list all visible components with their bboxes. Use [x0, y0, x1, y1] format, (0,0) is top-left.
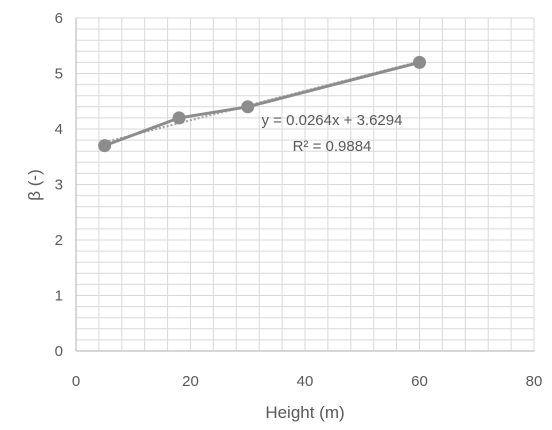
- x-tick-label: 20: [182, 373, 199, 390]
- y-tick-label: 2: [55, 232, 63, 249]
- y-tick-label: 1: [55, 288, 63, 305]
- data-point: [98, 139, 112, 153]
- x-axis-title: Height (m): [265, 403, 344, 422]
- x-tick-label: 80: [526, 373, 543, 390]
- y-tick-label: 0: [55, 343, 63, 360]
- axes: [75, 18, 534, 352]
- y-tick-label: 5: [55, 66, 63, 83]
- y-tick-label: 3: [55, 177, 63, 194]
- gridlines: [75, 17, 535, 352]
- x-tick-label: 40: [297, 373, 314, 390]
- trendline-equation: y = 0.0264x + 3.6294: [262, 112, 403, 129]
- data-series: [98, 55, 426, 153]
- y-axis-title: β (-): [25, 169, 44, 201]
- data-point: [172, 111, 186, 125]
- y-tick-label: 4: [55, 121, 63, 138]
- y-tick-label: 6: [55, 10, 63, 27]
- trendline-r-squared: R² = 0.9884: [293, 138, 372, 155]
- data-point: [241, 100, 255, 114]
- x-tick-label: 0: [72, 373, 80, 390]
- x-tick-label: 60: [411, 373, 428, 390]
- data-point: [413, 55, 426, 69]
- tick-labels: 0 20 40 60 80 0 1 2 3 4 5 6: [55, 10, 543, 390]
- series-line: [104, 60, 420, 148]
